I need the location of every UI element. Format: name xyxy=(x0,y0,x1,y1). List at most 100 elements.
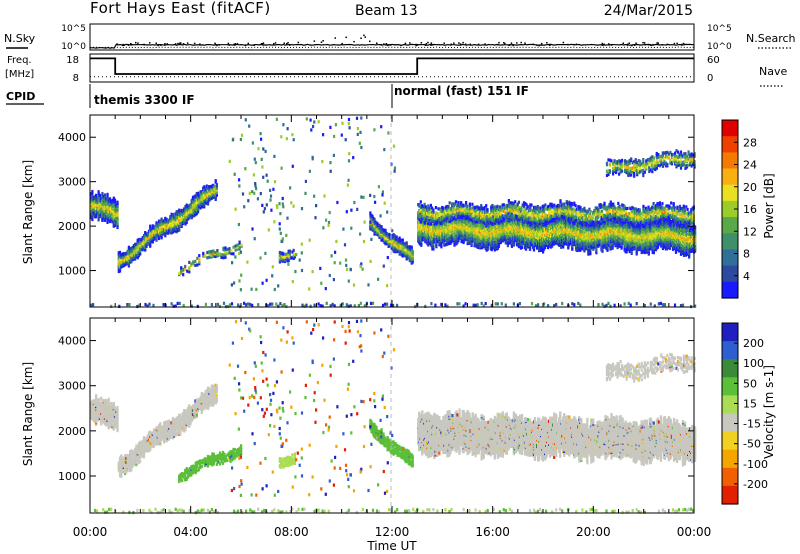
noise-spike-point xyxy=(497,43,499,46)
noise-spike-point xyxy=(643,42,646,44)
power-cell xyxy=(194,194,197,198)
power-cell xyxy=(156,222,159,226)
noise-spike-point xyxy=(274,42,277,44)
power-cell xyxy=(100,207,103,211)
power-cell xyxy=(115,203,118,207)
power-cell xyxy=(121,255,124,259)
power-cell xyxy=(432,211,435,215)
power-cell xyxy=(405,241,408,245)
power-cell xyxy=(175,222,178,226)
noise-spike-point xyxy=(601,42,604,45)
power-cell xyxy=(149,235,152,239)
power-cell xyxy=(212,193,215,197)
power-cell xyxy=(135,250,138,254)
power-cell xyxy=(198,197,201,201)
noise-spike-point xyxy=(364,36,366,38)
chart-title: Fort Hays East (fitACF) xyxy=(90,0,271,17)
power-cell xyxy=(191,195,195,199)
noise-spike-point xyxy=(484,43,486,45)
power-cell xyxy=(198,254,201,258)
noise-spike-point xyxy=(673,42,676,45)
power-cell xyxy=(371,214,374,218)
noise-spike-point xyxy=(236,43,239,45)
power-cell xyxy=(292,256,295,260)
power-cell xyxy=(290,256,293,260)
noise-spike-point xyxy=(130,44,132,46)
power-cell xyxy=(156,232,159,236)
power-cell xyxy=(208,255,211,259)
power-cell xyxy=(132,256,135,260)
power-cell xyxy=(98,197,101,201)
power-cell xyxy=(281,251,284,255)
noise-spike-point xyxy=(178,43,181,45)
power-cell xyxy=(222,246,225,250)
noise-spike-point xyxy=(177,42,179,45)
power-cell xyxy=(171,213,174,217)
power-cell xyxy=(179,212,182,216)
cpid-entry-1: themis 3300 IF xyxy=(94,93,195,107)
power-cell xyxy=(166,219,169,223)
power-cell xyxy=(154,236,157,240)
power-cell xyxy=(125,251,128,255)
noise-spike-point xyxy=(394,44,396,46)
noise-spike-point xyxy=(353,40,355,43)
power-cell xyxy=(149,243,152,247)
power-cell xyxy=(380,225,383,229)
power-cell xyxy=(95,193,98,197)
power-cell xyxy=(180,266,183,270)
noise-spike-point xyxy=(262,43,264,45)
noise-spike-point xyxy=(652,43,654,46)
power-cell xyxy=(168,218,171,222)
power-cell xyxy=(192,260,195,264)
power-cell xyxy=(126,249,129,253)
power-cell xyxy=(401,238,404,242)
power-cell xyxy=(287,259,290,263)
power-cell xyxy=(197,203,200,207)
power-cell xyxy=(204,191,207,195)
power-cell xyxy=(144,240,147,244)
noise-spike-point xyxy=(193,42,196,45)
noise-spike-point xyxy=(538,44,540,47)
power-cell xyxy=(121,252,124,256)
power-cell xyxy=(126,261,129,265)
power-cell xyxy=(228,251,231,255)
power-cell xyxy=(240,243,243,247)
power-cell xyxy=(146,232,149,236)
power-cell xyxy=(395,235,398,239)
power-cell xyxy=(213,184,216,188)
power-cell xyxy=(157,230,161,234)
noise-spike-point xyxy=(234,43,237,45)
power-cell xyxy=(184,264,187,269)
power-cell xyxy=(224,255,227,259)
noise-left-tick-top: 10^5 xyxy=(61,24,86,34)
power-cell xyxy=(98,193,101,197)
power-cell xyxy=(174,215,177,219)
noise-spike-point xyxy=(509,44,511,46)
cpid-entry-2: normal (fast) 151 IF xyxy=(394,84,529,98)
power-cell xyxy=(137,238,140,242)
noise-spike-point xyxy=(369,40,371,43)
power-cell xyxy=(124,252,127,256)
power-cell xyxy=(197,197,200,201)
power-cell xyxy=(220,253,223,257)
noise-spike-point xyxy=(661,44,664,46)
power-cell xyxy=(160,230,163,235)
power-cell xyxy=(140,245,143,249)
power-cell xyxy=(139,252,142,256)
cpid-label: CPID xyxy=(6,90,35,103)
power-cell xyxy=(129,256,132,260)
power-cell xyxy=(152,233,156,237)
power-cell xyxy=(238,240,241,244)
noise-spike-point xyxy=(465,43,467,45)
power-cell xyxy=(112,196,115,200)
power-cell xyxy=(185,203,188,207)
noise-spike-point xyxy=(602,44,605,46)
power-cell xyxy=(111,198,114,203)
power-cell xyxy=(139,241,142,245)
noise-spike-point xyxy=(123,44,125,46)
power-cell xyxy=(210,249,213,254)
noise-spike-point xyxy=(430,42,433,44)
power-cell xyxy=(141,241,144,245)
noise-spike-point xyxy=(657,42,659,44)
